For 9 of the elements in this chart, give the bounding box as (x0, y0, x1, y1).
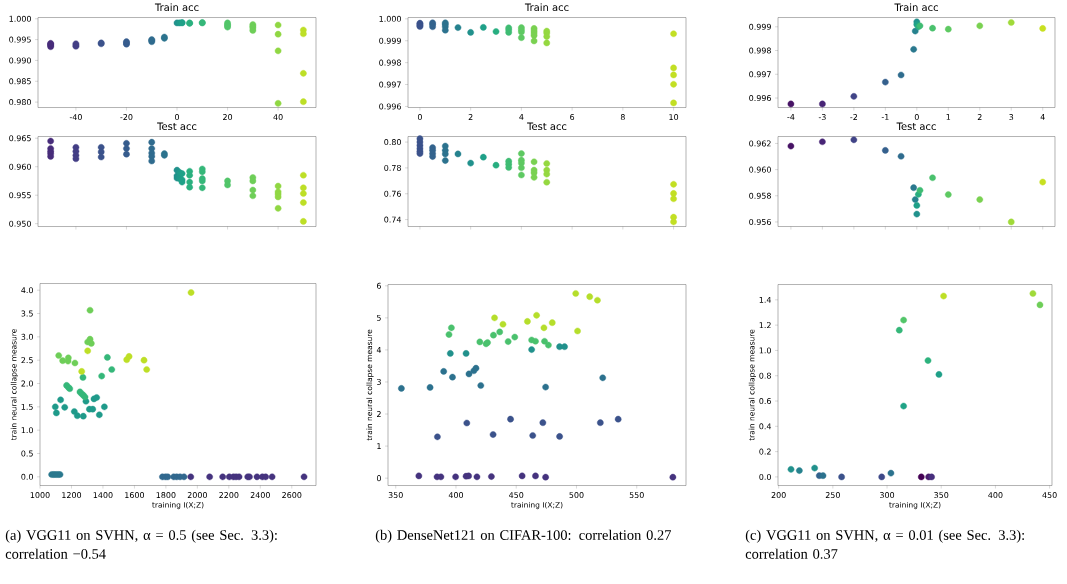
text: (b) DenseNet121 on CIFAR-100: correlation 0.27 (375, 529, 671, 544)
chart-title: Test acc (896, 122, 936, 131)
chart-title: Train acc (524, 3, 569, 12)
text: (a) VGG11 on SVHN, α = 0.5 (see Sec. 3.3): correlation −0.54 (5, 529, 277, 560)
chart-title: Train acc (894, 3, 938, 12)
chart-title: Test acc (527, 122, 567, 131)
chart-title: Test acc (157, 122, 197, 131)
text: (c) VGG11 on SVHN, α = 0.01 (see Sec. 3.3): correlation 0.37 (745, 529, 1024, 560)
chart-title: Train acc (154, 3, 199, 12)
